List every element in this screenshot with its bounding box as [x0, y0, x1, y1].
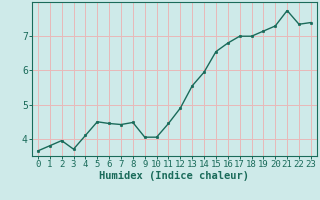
X-axis label: Humidex (Indice chaleur): Humidex (Indice chaleur): [100, 171, 249, 181]
